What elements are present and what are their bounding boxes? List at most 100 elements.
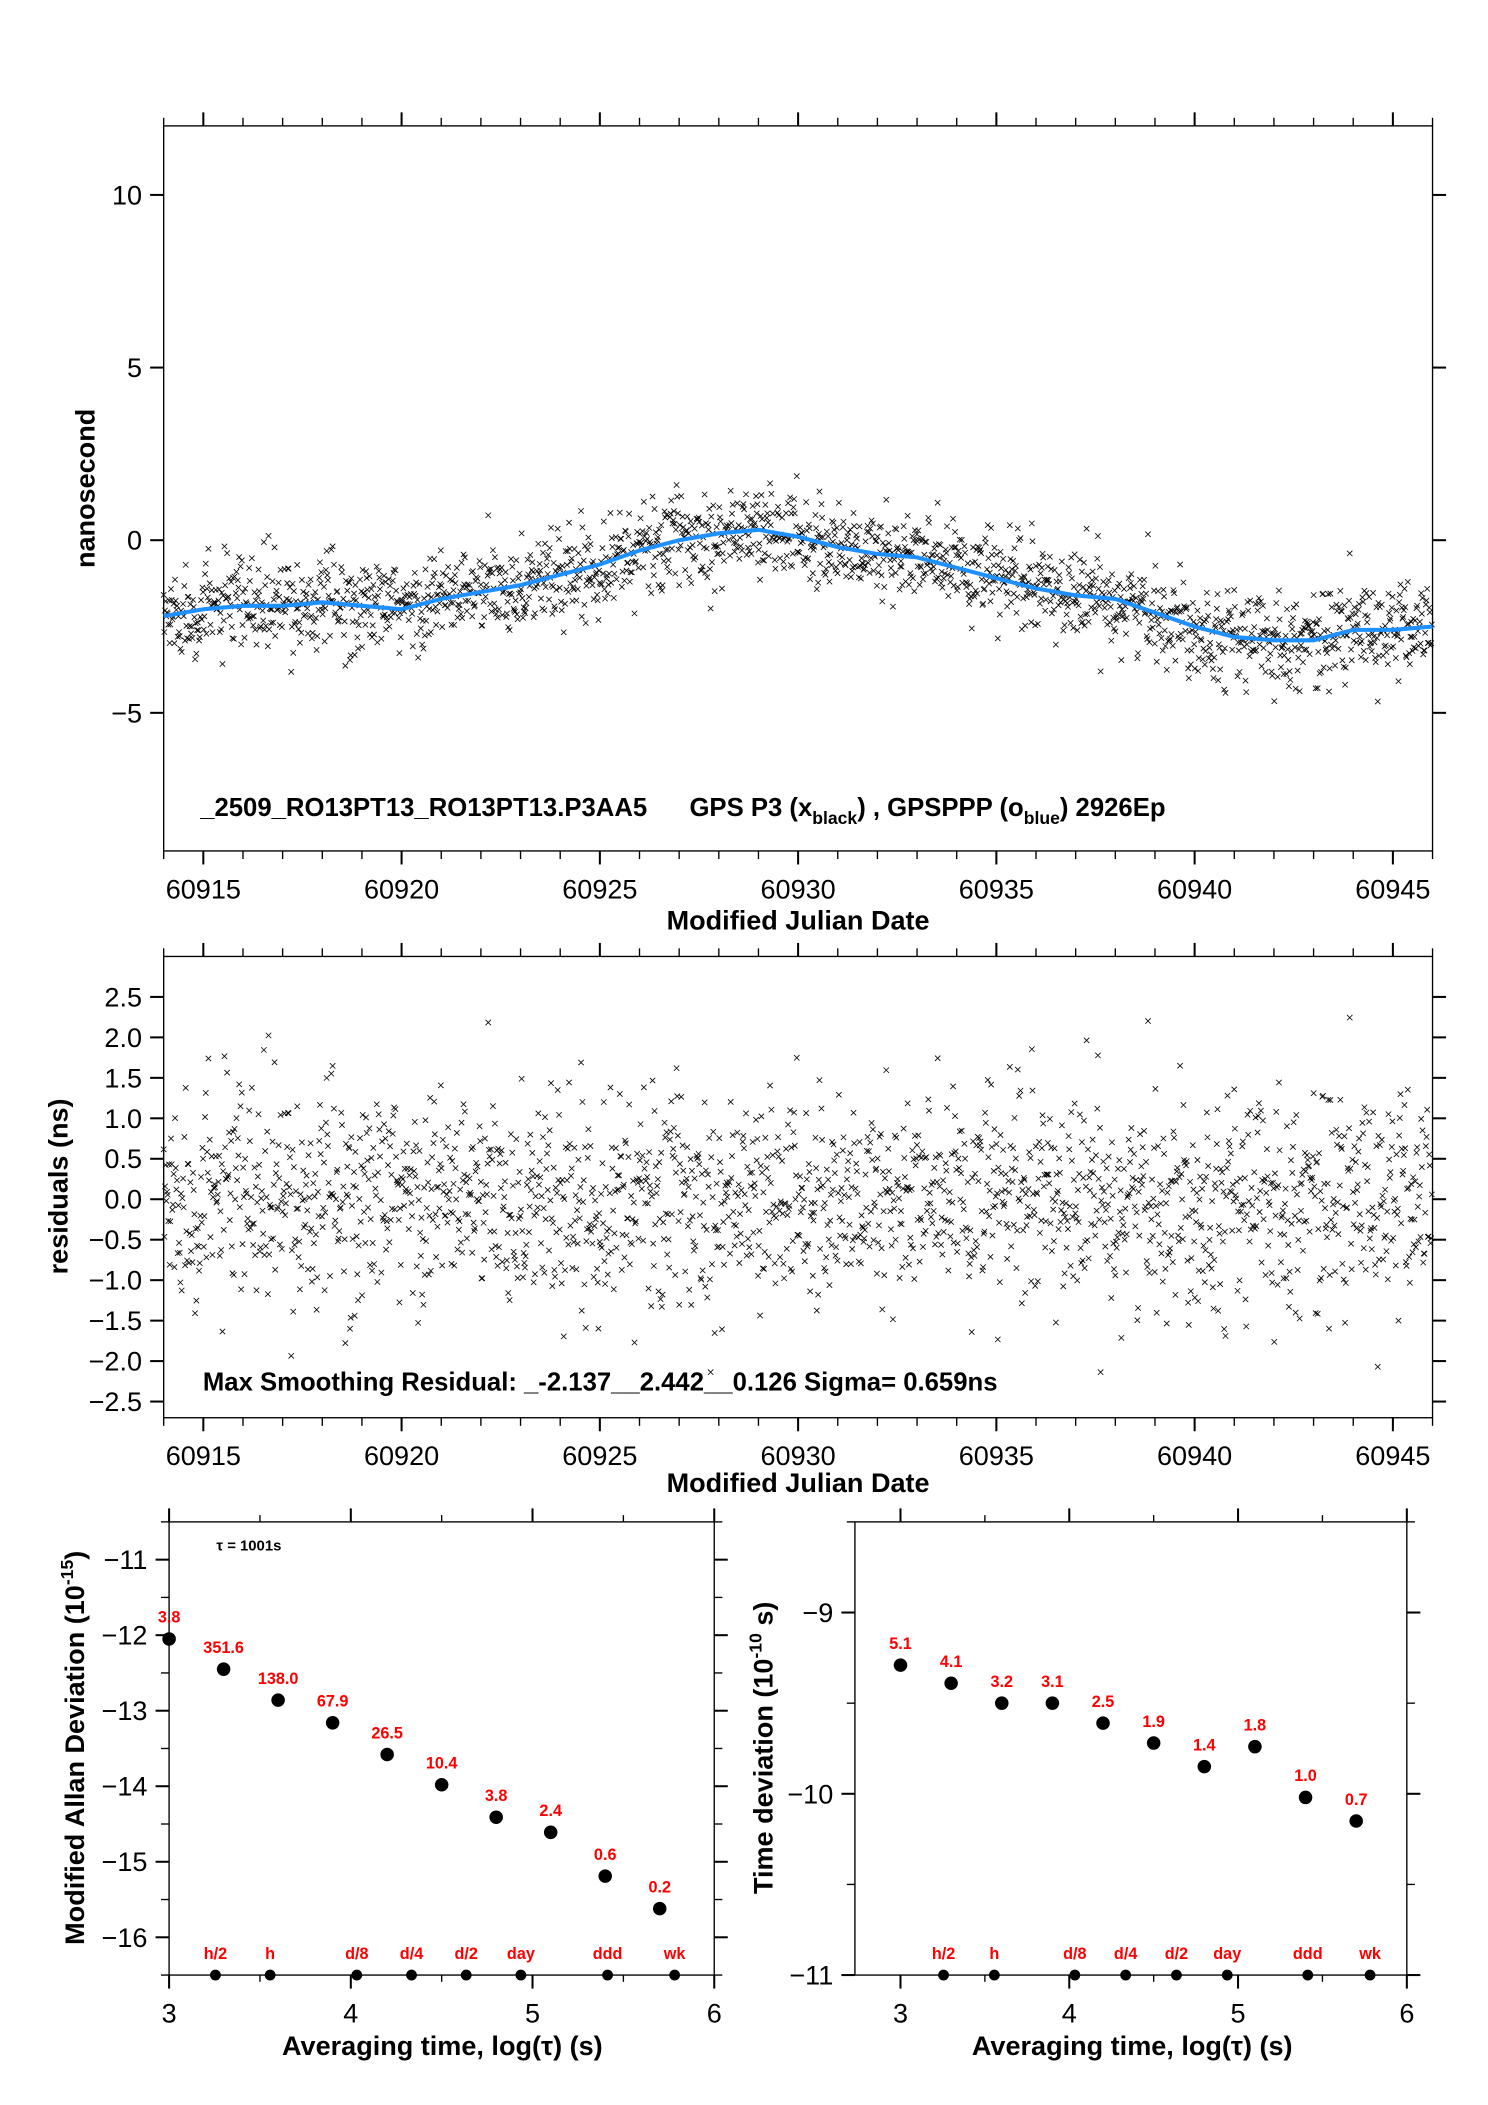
data-point [508,1215,515,1222]
data-point [367,1216,374,1223]
data-point [745,544,752,551]
data-point [831,1157,838,1164]
data-point [1180,579,1187,586]
data-point [986,1213,993,1220]
data-point [1159,647,1166,654]
data-point [326,632,333,639]
top-plot-title: _2509_RO13PT13_RO13PT13.P3AA5 GPS P3 (xb… [199,794,1165,828]
data-point [1416,1193,1423,1200]
data-point [614,1187,621,1193]
data-point [833,1244,840,1251]
period-marker-label: d/2 [1165,1945,1188,1963]
data-point [436,1205,443,1212]
data-point [819,1182,826,1189]
data-point [1139,1181,1146,1188]
data-point [1199,1268,1206,1275]
data-point [485,512,492,519]
data-point [1044,576,1051,583]
data-point [226,612,233,619]
data-point [171,1264,178,1271]
data-point [1017,1087,1024,1094]
y-tick-label: −10 [787,1779,833,1809]
data-point [1106,619,1113,626]
data-point [296,1238,303,1245]
data-point [233,1115,240,1122]
data-point [260,617,267,624]
data-point [1183,604,1190,611]
data-point [348,575,355,582]
data-point [1110,1240,1117,1247]
data-point [660,558,667,565]
data-point [566,519,573,526]
data-point [1014,1066,1021,1073]
data-point [1402,1259,1409,1266]
data-point [246,564,253,571]
data-point [934,1055,941,1062]
data-point [865,529,872,536]
data-point [186,623,193,630]
data-point [507,556,514,563]
data-point [171,640,178,647]
data-point [414,596,421,603]
data-point [785,500,792,507]
data-point [1235,639,1242,646]
data-point [391,1206,398,1213]
data-point [1351,604,1358,611]
data-point [1352,1199,1359,1206]
data-point [515,1179,522,1186]
data-point [224,1173,231,1180]
data-point [340,632,347,639]
data-point [240,1194,247,1201]
data-point [562,1267,569,1274]
data-point [1271,1338,1278,1345]
data-point [696,1161,703,1168]
data-point [243,1190,250,1197]
data-point [968,1329,975,1336]
data-point [175,1202,182,1209]
data-point [887,565,894,571]
data-point [948,1218,955,1225]
data-point [726,552,733,559]
data-point [1068,1157,1075,1164]
data-point [163,1197,170,1204]
data-point [558,1260,565,1267]
data-point [803,499,810,506]
data-point [751,1185,758,1192]
data-point [438,582,445,589]
data-point [1042,1244,1049,1251]
data-point [457,1186,464,1193]
data-point [815,1176,822,1183]
data-point [933,575,940,582]
data-point [728,520,735,527]
data-point [524,1140,531,1147]
data-point [870,567,877,574]
data-point [779,1157,786,1164]
data-point [423,617,430,624]
data-point [1348,1266,1355,1273]
data-point [554,1190,561,1197]
data-point [1004,1224,1011,1231]
data-point [262,1243,269,1250]
data-point [1163,666,1170,673]
data-point [1027,566,1034,573]
data-point [425,1179,432,1186]
data-point [525,571,532,578]
data-point [1004,1255,1011,1262]
data-point [788,1144,795,1151]
data-point [488,608,495,615]
data-point [469,613,476,620]
data-point [476,558,483,565]
data-point [603,1234,610,1241]
data-point [879,598,886,605]
data-point [193,650,200,657]
data-point [658,1149,665,1156]
data-point [835,1091,842,1098]
data-point [538,595,544,602]
data-point [1322,1205,1329,1212]
data-point [672,1272,679,1279]
data-point [993,1141,1000,1148]
data-point [1231,586,1238,593]
data-point [224,550,231,557]
data-point [294,1205,301,1212]
data-point [920,570,927,577]
